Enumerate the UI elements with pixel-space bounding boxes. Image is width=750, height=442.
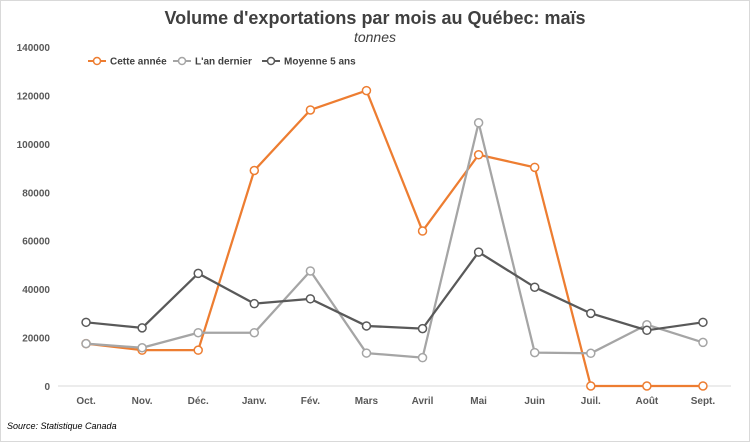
- series-line: [85, 121, 704, 359]
- data-point: [81, 317, 91, 328]
- data-point: [305, 294, 316, 304]
- series-line: [85, 250, 704, 332]
- source-note: Source: Statistique Canada: [7, 421, 117, 431]
- data-point: [698, 317, 708, 328]
- y-tick-label: 100000: [17, 140, 51, 151]
- series-layer: [81, 85, 708, 391]
- data-point: [193, 345, 203, 355]
- data-point: [642, 325, 652, 336]
- data-point: [417, 323, 428, 334]
- data-point: [81, 338, 91, 349]
- data-point: [473, 150, 484, 160]
- data-point: [305, 266, 316, 276]
- data-point: [586, 308, 596, 319]
- y-tick-label: 40000: [22, 285, 50, 296]
- series-1: [81, 85, 708, 391]
- data-point: [361, 85, 372, 96]
- data-point: [361, 348, 372, 358]
- legend-item: Moyenne 5 ans: [262, 57, 356, 68]
- data-point: [586, 381, 596, 391]
- data-point: [473, 247, 484, 257]
- series-line: [85, 89, 703, 388]
- chart-title: Volume d'exportations par mois au Québec…: [164, 8, 586, 28]
- legend-item: Cette année: [88, 57, 167, 68]
- x-tick-label: Juin: [524, 396, 545, 407]
- data-point: [193, 268, 203, 279]
- series-3: [81, 247, 708, 336]
- x-tick-label: Juil.: [581, 396, 601, 407]
- data-point: [249, 298, 260, 309]
- x-tick-label: Sept.: [691, 396, 716, 407]
- data-point: [249, 327, 260, 338]
- data-point: [529, 282, 540, 292]
- data-point: [417, 352, 428, 363]
- data-point: [586, 348, 596, 359]
- x-tick-label: Déc.: [188, 396, 209, 407]
- legend-label: L'an dernier: [195, 57, 252, 68]
- chart-subtitle: tonnes: [353, 29, 397, 45]
- legend-marker: [92, 56, 102, 66]
- legend-label: Cette année: [110, 57, 167, 68]
- data-point: [698, 381, 708, 391]
- x-tick-label: Mars: [355, 396, 379, 407]
- x-tick-label: Janv.: [242, 396, 267, 407]
- data-point: [529, 347, 540, 358]
- data-point: [642, 381, 652, 391]
- data-point: [698, 337, 708, 348]
- axis-layer: 0 20000 40000 60000 80000 100000 120000 140000 O…: [17, 43, 731, 407]
- y-tick-label: 80000: [22, 188, 50, 199]
- y-tick-label: 140000: [17, 43, 51, 54]
- y-tick-label: 120000: [17, 91, 51, 102]
- y-tick-label: 60000: [22, 237, 50, 248]
- data-point: [137, 342, 147, 353]
- x-tick-label: Oct.: [76, 396, 96, 407]
- x-tick-label: Avril: [412, 396, 434, 407]
- data-point: [137, 323, 147, 333]
- data-point: [473, 118, 484, 128]
- series-2: [81, 118, 708, 363]
- x-tick-label: Mai: [470, 396, 487, 407]
- data-point: [249, 165, 260, 176]
- x-tick-label: Fév.: [301, 396, 320, 407]
- data-point: [529, 162, 540, 173]
- legend-marker: [266, 56, 276, 66]
- legend-marker: [177, 56, 187, 66]
- data-point: [193, 327, 203, 338]
- legend: Cette année L'an dernier Moyenne 5 ans: [88, 57, 356, 68]
- y-tick-label: 0: [44, 382, 50, 393]
- data-point: [305, 105, 316, 115]
- data-point: [361, 321, 372, 331]
- y-tick-label: 20000: [22, 334, 50, 345]
- data-point: [417, 226, 428, 236]
- x-tick-label: Août: [635, 396, 658, 407]
- legend-label: Moyenne 5 ans: [284, 57, 356, 68]
- x-tick-label: Nov.: [132, 396, 153, 407]
- legend-item: L'an dernier: [173, 57, 252, 68]
